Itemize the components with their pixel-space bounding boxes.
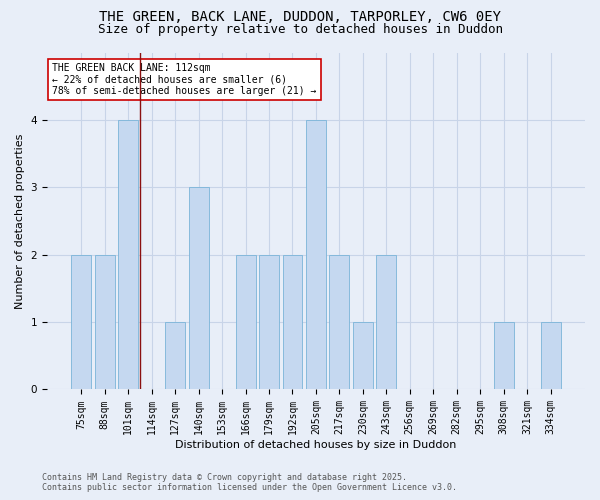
X-axis label: Distribution of detached houses by size in Duddon: Distribution of detached houses by size … bbox=[175, 440, 457, 450]
Bar bbox=[71, 254, 91, 390]
Text: Contains HM Land Registry data © Crown copyright and database right 2025.
Contai: Contains HM Land Registry data © Crown c… bbox=[42, 473, 457, 492]
Bar bbox=[165, 322, 185, 390]
Bar bbox=[236, 254, 256, 390]
Y-axis label: Number of detached properties: Number of detached properties bbox=[15, 134, 25, 308]
Text: THE GREEN, BACK LANE, DUDDON, TARPORLEY, CW6 0EY: THE GREEN, BACK LANE, DUDDON, TARPORLEY,… bbox=[99, 10, 501, 24]
Text: THE GREEN BACK LANE: 112sqm
← 22% of detached houses are smaller (6)
78% of semi: THE GREEN BACK LANE: 112sqm ← 22% of det… bbox=[52, 62, 317, 96]
Bar bbox=[95, 254, 115, 390]
Bar bbox=[306, 120, 326, 390]
Bar bbox=[376, 254, 397, 390]
Bar bbox=[494, 322, 514, 390]
Bar bbox=[259, 254, 279, 390]
Text: Size of property relative to detached houses in Duddon: Size of property relative to detached ho… bbox=[97, 22, 503, 36]
Bar bbox=[283, 254, 302, 390]
Bar bbox=[353, 322, 373, 390]
Bar bbox=[118, 120, 138, 390]
Bar bbox=[188, 188, 209, 390]
Bar bbox=[541, 322, 560, 390]
Bar bbox=[329, 254, 349, 390]
